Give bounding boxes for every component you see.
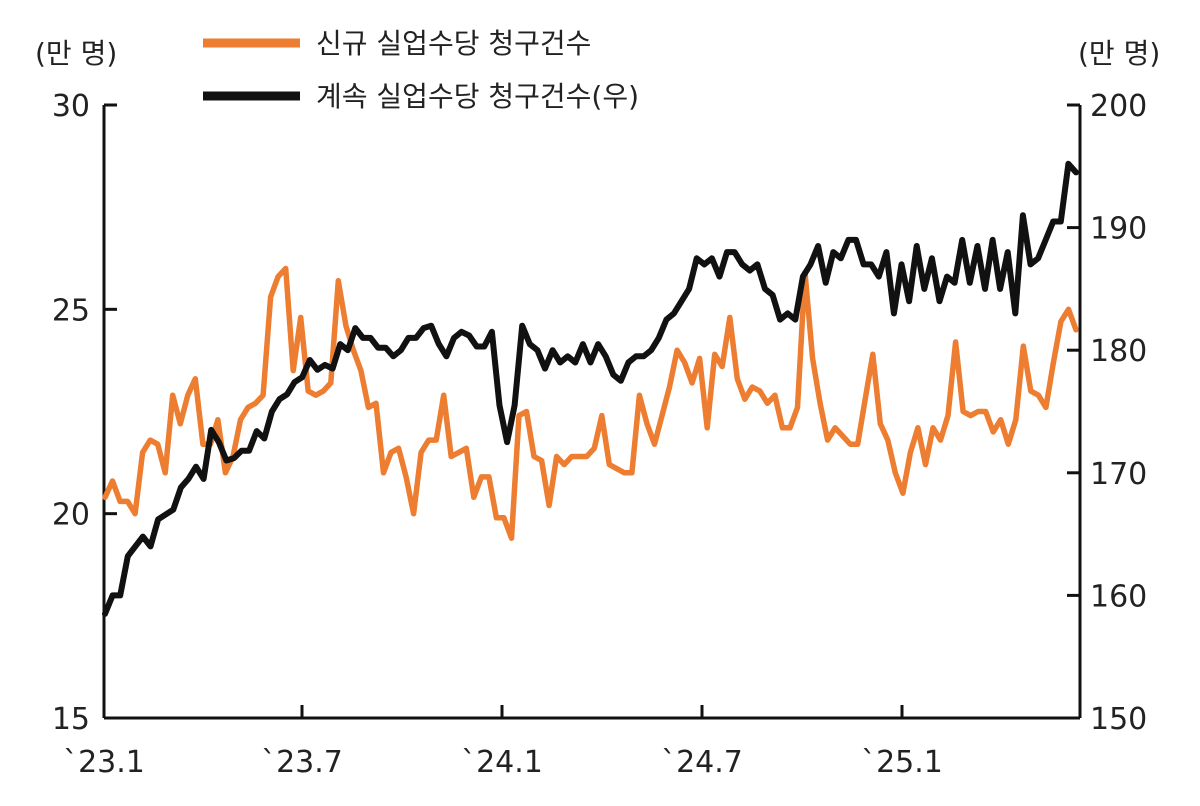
- left-tick-label: 25: [52, 293, 90, 328]
- x-tick-label: `23.7: [261, 745, 343, 780]
- right-axis-ticks: 150 160 170 180 190 200: [1067, 89, 1147, 737]
- series-layer: [102, 160, 1079, 617]
- x-tick-label: `24.1: [461, 745, 543, 780]
- axes: [102, 105, 1082, 720]
- x-tick-label: `25.1: [861, 745, 943, 780]
- left-axis-unit: (만 명): [35, 37, 117, 70]
- x-tick-label: `23.1: [63, 745, 145, 780]
- x-tick-label: `24.7: [661, 745, 743, 780]
- series-line-new-claims: [102, 265, 1079, 541]
- right-axis-unit: (만 명): [1078, 37, 1160, 70]
- left-axis-ticks: 15 20 25 30: [52, 89, 117, 737]
- left-tick-label: 30: [52, 89, 90, 124]
- x-axis-ticks: `23.1 `23.7 `24.1 `24.7 `25.1: [63, 705, 943, 780]
- legend-label-new-claims: 신규 실업수당 청구건수: [316, 27, 591, 60]
- right-tick-label: 180: [1090, 334, 1147, 369]
- legend: 신규 실업수당 청구건수 계속 실업수당 청구건수(우): [203, 27, 639, 113]
- right-tick-label: 150: [1090, 702, 1147, 737]
- legend-label-continuing-claims: 계속 실업수당 청구건수(우): [316, 80, 639, 113]
- right-tick-label: 190: [1090, 212, 1147, 247]
- series-line-continuing-claims: [102, 160, 1079, 617]
- left-tick-label: 15: [52, 702, 90, 737]
- right-tick-label: 200: [1090, 89, 1147, 124]
- right-tick-label: 160: [1090, 579, 1147, 614]
- right-tick-label: 170: [1090, 457, 1147, 492]
- left-tick-label: 20: [52, 498, 90, 533]
